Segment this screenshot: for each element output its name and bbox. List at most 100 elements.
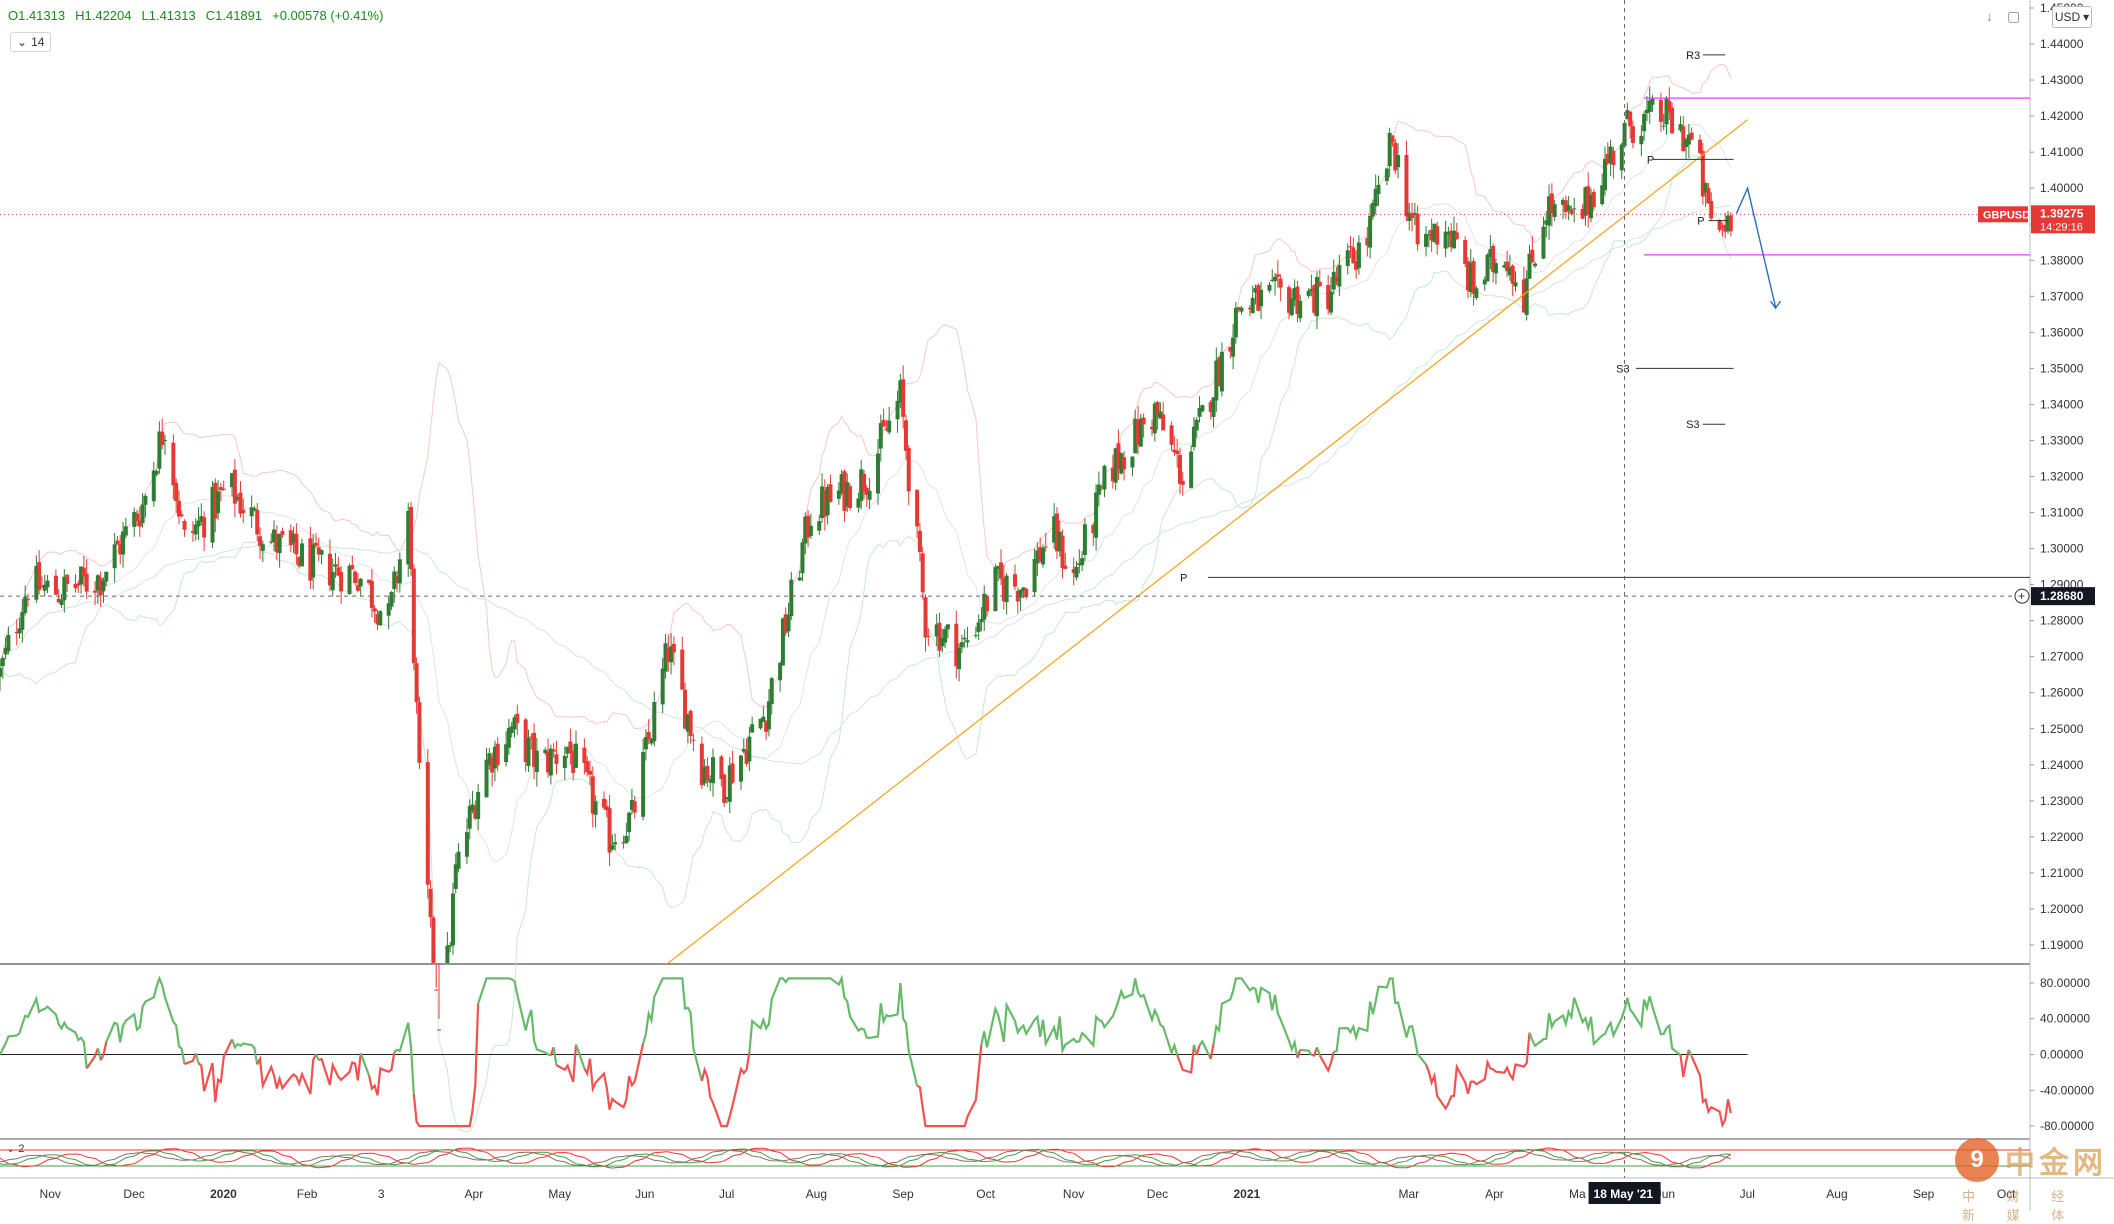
price-tick-label: 1.32000 [2040, 469, 2084, 483]
candle-body [1099, 486, 1104, 488]
candle-body [484, 759, 489, 798]
candle-body [982, 593, 987, 620]
indicator-length-button[interactable]: ⌄ 14 [10, 32, 52, 52]
candle-body [1426, 234, 1431, 236]
candle-body [445, 945, 450, 963]
oscillator-line [1318, 1051, 1335, 1074]
candle-body [1446, 231, 1451, 235]
candle-body [632, 801, 637, 813]
candle-body [652, 702, 657, 742]
candle-body [1054, 513, 1059, 552]
candle-body [1488, 249, 1493, 257]
currency-dropdown[interactable]: USD ▾ [2052, 6, 2092, 28]
candle-body [1432, 223, 1437, 243]
candle-body [903, 420, 908, 451]
candle-body [358, 578, 363, 587]
time-tick-label: Nov [1063, 1187, 1084, 1201]
oscillator-line [1424, 1032, 1531, 1111]
oscillator-line [197, 1038, 234, 1103]
candle-body [3, 647, 8, 655]
candle-body [730, 763, 735, 783]
candle-body [761, 716, 766, 722]
candle-body [121, 531, 126, 555]
time-tick-label: May [548, 1187, 571, 1201]
oscillator-line [642, 977, 703, 1082]
candle-body [1018, 589, 1023, 598]
time-tick-label: 2020 [210, 1187, 237, 1201]
sub-pane [0, 1140, 2030, 1178]
candle-body [23, 597, 28, 613]
price-tick-label: 1.36000 [2040, 325, 2084, 339]
candle-body [1569, 209, 1574, 214]
arrow-down-icon[interactable]: ↓ [1986, 8, 1993, 24]
candle-body [509, 726, 514, 734]
candle-body [1611, 150, 1616, 166]
candle-body [926, 636, 931, 638]
candle-body [1661, 125, 1666, 127]
candle-body [643, 736, 648, 750]
price-tick-label: 1.30000 [2040, 542, 2084, 556]
candle-body [663, 643, 668, 672]
candle-body [291, 533, 296, 544]
price-tick-label: 1.27000 [2040, 650, 2084, 664]
candle-body [604, 806, 609, 811]
candle-body [235, 497, 240, 500]
candle-body [350, 565, 355, 569]
candle-body [934, 624, 939, 637]
candle-body [1561, 199, 1566, 205]
candle-body [14, 631, 19, 634]
candle-body [1169, 425, 1174, 445]
oscillator-line [184, 1052, 197, 1066]
candle-body [523, 719, 528, 762]
candle-body [431, 917, 436, 963]
candle-body [996, 565, 1001, 569]
pivot-label: S3 [1616, 363, 1629, 375]
candle-body [101, 580, 106, 592]
candle-body [1175, 450, 1180, 454]
candle-body [750, 724, 755, 733]
time-tick-label: Nov [40, 1187, 61, 1201]
candle-body [450, 893, 455, 946]
candle-body [417, 702, 422, 763]
price-tick-label: 1.22000 [2040, 830, 2084, 844]
candle-body [1591, 192, 1596, 208]
candle-body [859, 469, 864, 501]
candle-body [1094, 492, 1099, 538]
candle-body [1373, 188, 1378, 207]
price-tick-label: 1.20000 [2040, 902, 2084, 916]
candle-body [1317, 281, 1322, 287]
candle-body [1404, 154, 1409, 217]
candle-body [160, 431, 165, 445]
candle-body [1253, 288, 1258, 293]
candle-body [574, 743, 579, 768]
maximize-icon[interactable]: ▢ [2007, 8, 2021, 24]
candle-body [1658, 99, 1663, 122]
candle-body [202, 517, 207, 538]
candle-body [272, 529, 277, 543]
candle-body [1566, 205, 1571, 211]
candle-body [1158, 411, 1163, 419]
candle-body [176, 500, 181, 517]
candle-body [1295, 286, 1300, 314]
candle-body [1533, 263, 1538, 267]
candle-body [1326, 285, 1331, 310]
add-alert-icon[interactable] [2014, 588, 2030, 604]
candle-body [137, 520, 142, 527]
candle-body [411, 568, 416, 664]
oscillator-line [916, 1044, 983, 1128]
candle-body [1110, 467, 1115, 482]
candle-body [1004, 575, 1009, 603]
candle-body [17, 628, 22, 634]
candle-body [565, 746, 570, 754]
candle-body [336, 567, 341, 576]
price-tick-label: 1.43000 [2040, 73, 2084, 87]
candle-body [1709, 200, 1714, 219]
projection-arrowhead [1769, 300, 1782, 310]
candle-body [671, 643, 676, 653]
candle-body [1191, 426, 1196, 448]
candle-body [629, 799, 634, 810]
time-tick-label: Ma [1569, 1187, 1586, 1201]
osc-tick-label: -80.00000 [2040, 1119, 2094, 1133]
